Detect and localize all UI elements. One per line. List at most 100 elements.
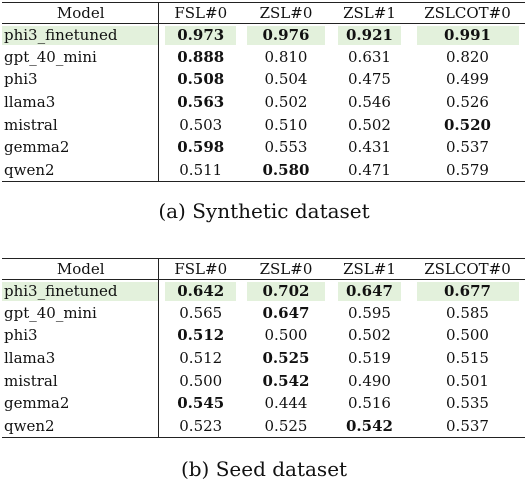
score-cell-fsl0: 0.503	[158, 114, 243, 137]
score-cell-fsl0: 0.973	[158, 24, 243, 47]
score-value: 0.976	[247, 25, 325, 45]
score-cell-zslcot0: 0.820	[410, 46, 525, 69]
score-value: 0.510	[264, 115, 308, 134]
table-header-row: Model FSL#0 ZSL#0 ZSL#1 ZSLCOT#0	[2, 2, 525, 24]
score-cell-zsl0: 0.553	[243, 136, 329, 159]
score-cell-zslcot0: 0.501	[410, 370, 525, 393]
model-name-cell: phi3_finetuned	[2, 23, 159, 47]
score-value: 0.535	[446, 394, 489, 413]
model-name: llama3	[4, 93, 56, 112]
score-cell-zsl1: 0.595	[329, 302, 410, 325]
model-name-cell: mistral	[2, 369, 159, 393]
score-cell-fsl0: 0.642	[158, 280, 243, 303]
score-value: 0.579	[446, 160, 489, 179]
table-row: mistral 0.500 0.542 0.490 0.501	[2, 369, 525, 393]
score-cell-zslcot0: 0.520	[410, 114, 525, 137]
score-value: 0.677	[416, 281, 519, 301]
score-cell-fsl0: 0.512	[158, 325, 243, 348]
score-cell-zslcot0: 0.585	[410, 302, 525, 325]
score-value: 0.500	[264, 326, 308, 345]
score-value: 0.525	[264, 416, 308, 435]
score-cell-zsl1: 0.490	[329, 370, 410, 393]
score-cell-zsl0: 0.542	[243, 370, 329, 393]
model-name-cell: qwen2	[2, 159, 159, 183]
score-value: 0.973	[165, 25, 237, 45]
column-header-zsl0: ZSL#0	[243, 2, 329, 24]
score-value: 0.642	[165, 281, 237, 301]
model-name: mistral	[4, 371, 58, 390]
score-cell-zsl1: 0.519	[329, 347, 410, 370]
model-name-cell: phi3_finetuned	[2, 279, 159, 303]
score-cell-zsl1: 0.502	[329, 325, 410, 348]
score-cell-zsl0: 0.510	[243, 114, 329, 137]
synthetic-results-table: Model FSL#0 ZSL#0 ZSL#1 ZSLCOT#0 phi3_fi…	[2, 2, 525, 183]
score-cell-zslcot0: 0.535	[410, 392, 525, 415]
score-cell-zsl1: 0.546	[329, 91, 410, 114]
score-value: 0.508	[177, 70, 225, 89]
score-cell-zsl1: 0.921	[329, 24, 410, 47]
score-value: 0.888	[177, 47, 225, 66]
score-value: 0.580	[262, 160, 310, 179]
score-value: 0.526	[446, 93, 489, 112]
score-cell-fsl0: 0.508	[158, 69, 243, 92]
model-name: gemma2	[4, 138, 70, 157]
model-name: qwen2	[4, 416, 55, 435]
score-value: 0.820	[446, 47, 489, 66]
score-cell-fsl0: 0.888	[158, 46, 243, 69]
table-row: qwen2 0.511 0.580 0.471 0.579	[2, 159, 525, 183]
score-cell-zsl0: 0.444	[243, 392, 329, 415]
column-header-fsl0: FSL#0	[158, 2, 243, 24]
table-row: phi3 0.508 0.504 0.475 0.499	[2, 68, 525, 92]
model-name: phi3	[4, 70, 38, 89]
table-row: qwen2 0.523 0.525 0.542 0.537	[2, 415, 525, 439]
score-value: 0.598	[177, 138, 225, 157]
score-value: 0.595	[348, 303, 391, 322]
score-value: 0.502	[264, 93, 308, 112]
score-cell-zsl0: 0.702	[243, 280, 329, 303]
score-value: 0.553	[264, 138, 308, 157]
score-cell-zsl1: 0.431	[329, 136, 410, 159]
model-name-cell: qwen2	[2, 415, 159, 439]
column-header-model: Model	[2, 2, 159, 24]
model-name: gpt_40_mini	[4, 47, 97, 66]
score-value: 0.520	[444, 115, 491, 134]
column-header-zsl0: ZSL#0	[243, 258, 329, 280]
column-header-zslcot0: ZSLCOT#0	[410, 258, 525, 280]
model-name: gpt_40_mini	[4, 303, 97, 322]
model-name-cell: phi3	[2, 324, 159, 348]
score-value: 0.565	[179, 303, 223, 322]
table-body: phi3_finetuned 0.973 0.976 0.921 0.991 gpt_40…	[2, 23, 525, 183]
model-name-cell: phi3	[2, 68, 159, 92]
score-value: 0.631	[348, 47, 391, 66]
score-value: 0.512	[179, 349, 223, 368]
score-value: 0.502	[348, 115, 391, 134]
score-cell-zsl0: 0.502	[243, 91, 329, 114]
score-cell-zsl1: 0.647	[329, 280, 410, 303]
score-value: 0.499	[446, 70, 489, 89]
score-value: 0.516	[348, 394, 391, 413]
score-cell-zsl1: 0.516	[329, 392, 410, 415]
table-row: mistral 0.503 0.510 0.502 0.520	[2, 113, 525, 137]
score-cell-fsl0: 0.565	[158, 302, 243, 325]
table-row: llama3 0.512 0.525 0.519 0.515	[2, 347, 525, 370]
score-cell-fsl0: 0.563	[158, 91, 243, 114]
score-value: 0.921	[338, 25, 401, 45]
score-value: 0.545	[177, 394, 225, 413]
score-value: 0.563	[177, 93, 225, 112]
score-cell-zsl1: 0.471	[329, 159, 410, 183]
score-value: 0.431	[348, 138, 391, 157]
table-row: gemma2 0.598 0.553 0.431 0.537	[2, 136, 525, 160]
table-header-row: Model FSL#0 ZSL#0 ZSL#1 ZSLCOT#0	[2, 258, 525, 280]
score-value: 0.810	[264, 47, 308, 66]
model-name-cell: llama3	[2, 91, 159, 114]
column-header-zsl1: ZSL#1	[329, 258, 410, 280]
model-name-cell: gemma2	[2, 392, 159, 416]
score-cell-zslcot0: 0.526	[410, 91, 525, 114]
score-cell-fsl0: 0.500	[158, 370, 243, 393]
score-value: 0.519	[348, 349, 391, 368]
score-cell-zsl0: 0.504	[243, 69, 329, 92]
score-value: 0.500	[179, 371, 223, 390]
score-cell-zsl0: 0.810	[243, 46, 329, 69]
score-cell-zsl1: 0.502	[329, 114, 410, 137]
score-value: 0.585	[446, 303, 489, 322]
